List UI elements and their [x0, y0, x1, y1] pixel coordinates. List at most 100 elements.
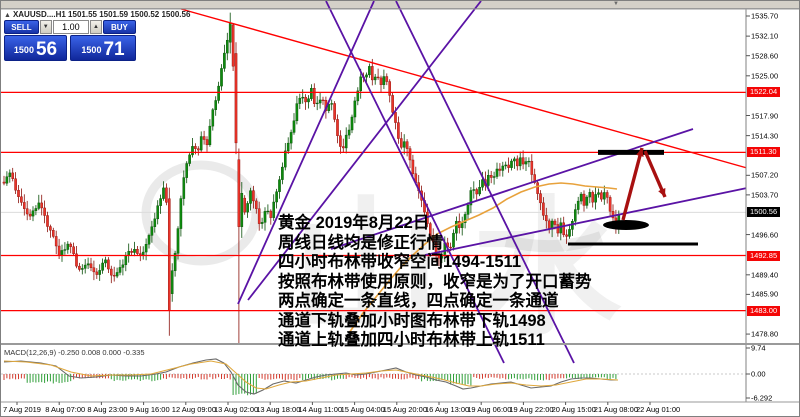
- candle-body: [170, 270, 174, 294]
- candle-body: [408, 148, 412, 161]
- candle-body: [240, 193, 244, 227]
- candle-body: [466, 204, 470, 215]
- candle-body: [254, 200, 258, 209]
- candle-body: [576, 200, 580, 210]
- candle-body: [214, 100, 218, 110]
- price-axis-label: 1535.70: [751, 11, 779, 21]
- candle-body: [513, 158, 516, 162]
- candle-body: [394, 112, 397, 123]
- sell-button[interactable]: SELL: [4, 20, 39, 34]
- candle-body: [495, 168, 499, 177]
- candle-body: [266, 210, 270, 213]
- candle-body: [605, 192, 609, 198]
- candle-body: [469, 190, 473, 206]
- candle-body: [472, 189, 476, 191]
- candle-body: [52, 230, 55, 237]
- candle-body: [173, 253, 177, 271]
- candle-body: [211, 109, 215, 127]
- candle-body: [429, 223, 432, 237]
- candle-body: [182, 177, 186, 199]
- time-axis-label: 19 Aug 22:00: [509, 405, 554, 414]
- candle-body: [597, 192, 600, 195]
- candle-body: [23, 202, 26, 209]
- candle-body: [371, 66, 374, 81]
- time-axis-label: 13 Aug 02:00: [214, 405, 259, 414]
- candle-body: [249, 190, 252, 204]
- price-axis-label: 1517.90: [751, 111, 779, 120]
- candle-body: [176, 228, 180, 254]
- candle-body: [269, 210, 273, 218]
- candle-body: [608, 197, 612, 212]
- candle-body: [402, 141, 406, 148]
- candle-body: [379, 77, 383, 85]
- candle-body: [524, 161, 528, 165]
- candle-body: [72, 246, 75, 255]
- candle-body: [5, 176, 9, 184]
- candle-body: [8, 172, 12, 177]
- price-level-badge: 1500.56: [747, 207, 781, 218]
- candle-body: [521, 157, 525, 165]
- candle-body: [510, 160, 513, 168]
- candle-body: [141, 251, 145, 256]
- price-axis-label: 1525.00: [751, 71, 779, 81]
- price-axis-label: 1532.10: [751, 31, 779, 41]
- ma-line: [348, 182, 618, 334]
- candle-body: [217, 85, 220, 101]
- price-axis-label: 1528.60: [751, 51, 779, 61]
- candle-body: [321, 99, 325, 101]
- candle-body: [275, 191, 278, 203]
- candle-body: [533, 174, 536, 183]
- price-axis-label: 1496.60: [751, 230, 779, 240]
- candle-body: [118, 267, 122, 273]
- candle-body: [115, 272, 119, 277]
- volume-input[interactable]: 1.00: [52, 20, 90, 34]
- candle-body: [556, 224, 560, 234]
- candle-body: [327, 104, 331, 111]
- candle-body: [487, 175, 490, 186]
- candle-body: [57, 245, 61, 256]
- candle-body: [95, 271, 99, 275]
- candle-body: [304, 96, 307, 103]
- candle-body: [385, 76, 389, 82]
- buy-button[interactable]: BUY: [102, 20, 136, 34]
- up-arrow-head: [636, 148, 644, 157]
- candle-body: [179, 198, 183, 229]
- candle-body: [63, 249, 67, 251]
- price-axis-label: 1514.30: [751, 131, 779, 141]
- candle-body: [400, 138, 403, 148]
- buy-price-button[interactable]: 1500 71: [70, 35, 136, 61]
- time-axis-label: 15 Aug 04:00: [340, 405, 385, 414]
- candle-body: [585, 196, 589, 206]
- time-axis-label: 8 Aug 23:00: [87, 405, 128, 414]
- candle-body: [257, 208, 261, 224]
- time-axis-label: 16 Aug 13:00: [425, 405, 470, 414]
- candle-body: [17, 189, 20, 197]
- volume-dropdown-icon[interactable]: ▼: [39, 20, 52, 34]
- watermark-text: 山水: [291, 181, 651, 357]
- candle-body: [109, 268, 113, 276]
- time-axis-label: 20 Aug 15:00: [551, 405, 596, 414]
- time-axis-label: 14 Aug 11:00: [298, 405, 343, 414]
- candle-body: [153, 218, 157, 227]
- candle-body: [504, 164, 508, 167]
- candle-body: [202, 136, 206, 140]
- volume-spinner-icon[interactable]: ▲: [90, 20, 102, 34]
- sell-price-button[interactable]: 1500 56: [4, 35, 68, 61]
- candle-body: [147, 235, 151, 245]
- candle-body: [150, 226, 154, 236]
- candle-body: [359, 76, 363, 92]
- sell-price-pips: 56: [35, 39, 58, 60]
- candle-body: [98, 270, 101, 275]
- candle-body: [582, 193, 586, 206]
- price-axis-label: 1507.20: [751, 170, 779, 180]
- candle-body: [292, 120, 296, 133]
- candle-body: [611, 211, 615, 219]
- candle-body: [167, 198, 171, 311]
- time-axis-label: 15 Aug 20:00: [382, 405, 428, 414]
- candle-body: [46, 215, 49, 227]
- candle-body: [121, 264, 125, 268]
- candle-body: [104, 259, 107, 264]
- price-level-badge: 1483.00: [747, 305, 781, 316]
